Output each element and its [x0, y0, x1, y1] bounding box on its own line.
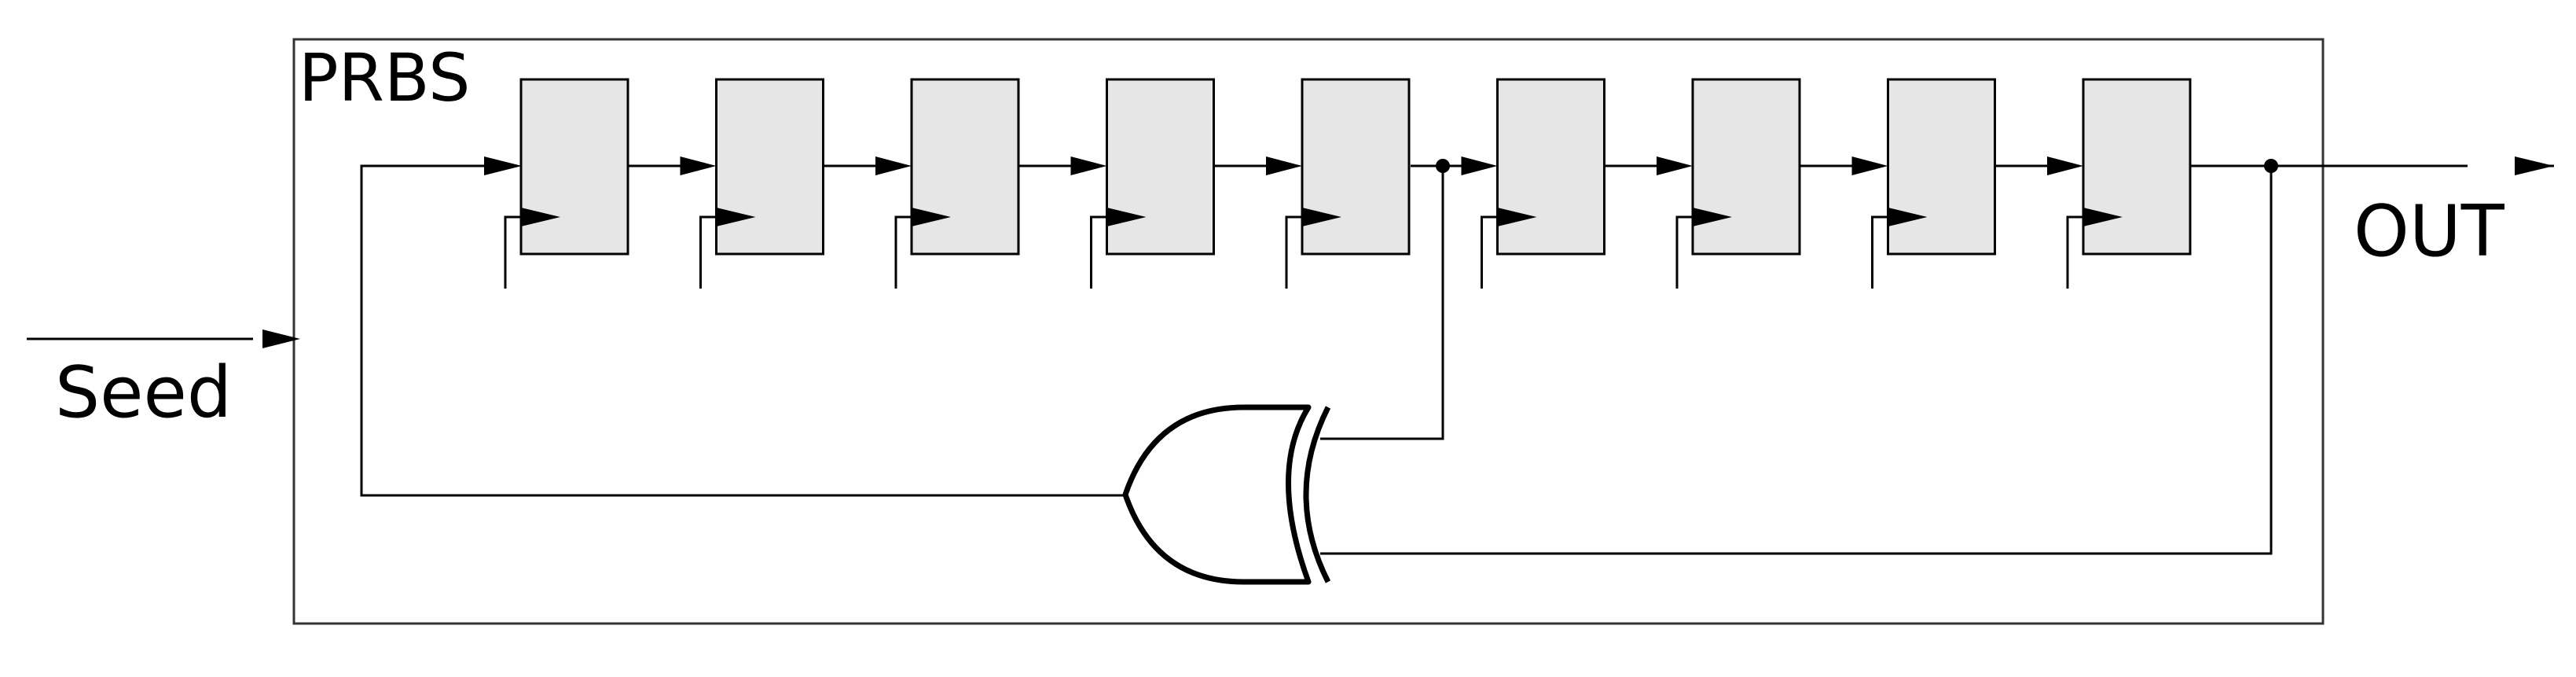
- register-1: [504, 78, 629, 289]
- register-9: [2066, 78, 2192, 289]
- register-link: [823, 156, 912, 175]
- register-8: [1871, 78, 1996, 289]
- register-link: [628, 156, 717, 175]
- register-7: [1675, 78, 1801, 289]
- input-label: Seed: [55, 351, 232, 434]
- register-link: [1018, 156, 1107, 175]
- xor-gate: [1084, 404, 1375, 585]
- output-wire: OUT: [1324, 156, 2554, 555]
- feedback-wire: [360, 156, 1084, 497]
- register-6: [1481, 78, 1605, 289]
- shift-registers: [504, 78, 2192, 289]
- register-link: [1213, 156, 1302, 175]
- register-4: [1090, 78, 1215, 289]
- register-3: [894, 78, 1020, 289]
- register-link: [1800, 156, 1888, 175]
- register-link: [1442, 156, 1498, 175]
- seed-input: Seed: [27, 329, 300, 434]
- prbs-block: [292, 38, 2325, 625]
- register-link: [1994, 156, 2083, 175]
- register-link: [1604, 156, 1693, 175]
- register-2: [699, 78, 824, 289]
- output-label: OUT: [2354, 190, 2505, 273]
- register-5: [1285, 78, 1411, 289]
- block-label: PRBS: [299, 39, 471, 116]
